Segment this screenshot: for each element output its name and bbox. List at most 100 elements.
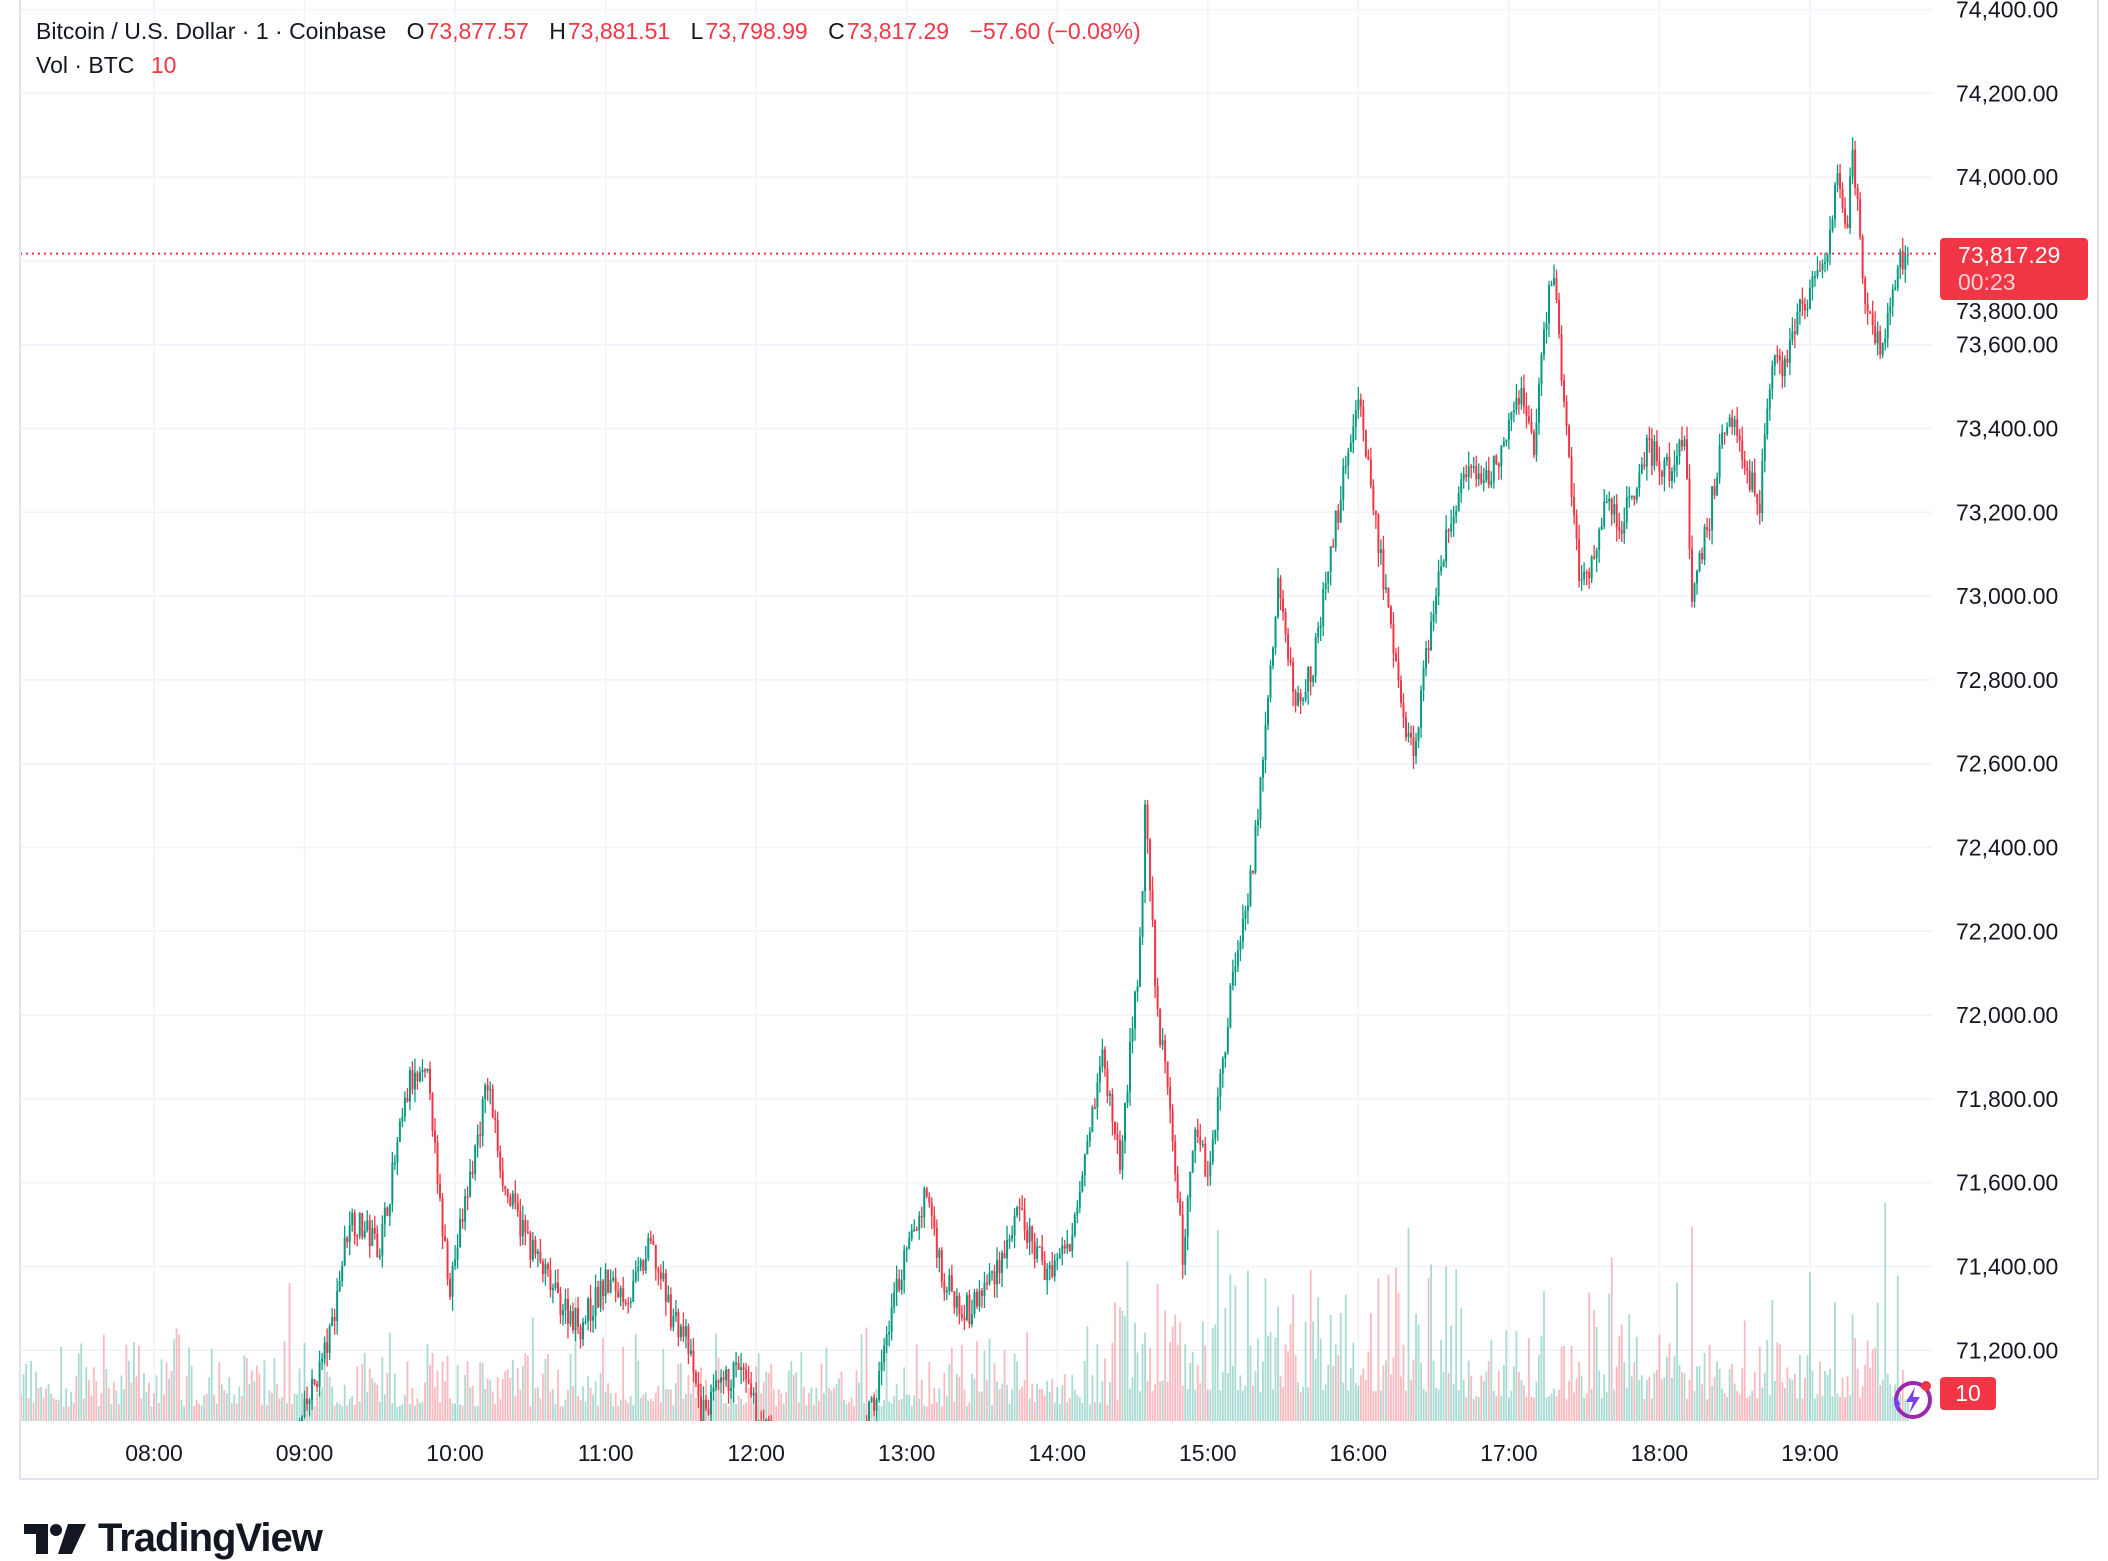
candle-body <box>1881 342 1884 355</box>
volume-bar <box>461 1405 464 1421</box>
candle-body <box>70 1468 72 1476</box>
candle-body <box>983 1282 986 1297</box>
price-tick-label: 72,600.00 <box>1956 751 2058 777</box>
candle-body <box>752 1392 755 1396</box>
candle-body <box>181 1472 183 1476</box>
candle-body <box>464 1196 467 1222</box>
candle-body <box>524 1220 527 1233</box>
volume-bar <box>1357 1385 1360 1421</box>
volume-bar <box>1322 1389 1325 1421</box>
volume-bar <box>1533 1397 1535 1421</box>
symbol-title[interactable]: Bitcoin / U.S. Dollar · 1 · Coinbase <box>36 18 387 44</box>
volume-bar <box>220 1384 223 1421</box>
candle-body <box>363 1230 366 1238</box>
candle-body <box>1563 380 1566 403</box>
candle-body <box>444 1236 447 1242</box>
volume-bar <box>1078 1397 1081 1421</box>
volume-bar <box>240 1396 243 1421</box>
volume-bar <box>732 1390 735 1421</box>
volume-bar <box>401 1403 404 1421</box>
candle-body <box>1387 587 1390 607</box>
volume-bar <box>92 1367 95 1421</box>
candle-body <box>1495 455 1498 465</box>
candle-body <box>1728 417 1731 427</box>
candle-body <box>928 1196 931 1204</box>
volume-bar <box>765 1371 768 1421</box>
volume-bar <box>735 1404 737 1421</box>
volume-bar <box>805 1405 808 1421</box>
candle-body <box>1184 1236 1187 1265</box>
volume-bar <box>687 1375 690 1421</box>
volume-bar <box>915 1344 918 1421</box>
candle-body <box>1139 936 1142 987</box>
candle-body <box>1111 1093 1114 1122</box>
candle-body <box>253 1449 255 1452</box>
volume-bar <box>1595 1327 1598 1421</box>
volume-bar <box>1703 1353 1706 1421</box>
candle-body <box>617 1291 620 1298</box>
lightning-alert-icon[interactable] <box>1886 1376 1934 1424</box>
candle-body <box>529 1232 532 1260</box>
volume-bar <box>1806 1355 1809 1421</box>
volume-bar <box>775 1405 778 1421</box>
candle-body <box>1620 530 1623 534</box>
candle-body <box>1801 299 1804 304</box>
candle-body <box>233 1449 235 1458</box>
volume-bar <box>286 1403 288 1421</box>
volume-bar <box>411 1387 414 1421</box>
volume-bar <box>627 1402 630 1421</box>
volume-bar <box>567 1390 569 1421</box>
volume-bar <box>1510 1390 1513 1421</box>
candle-body <box>341 1265 344 1281</box>
volume-bar <box>260 1404 263 1421</box>
candle-body <box>614 1277 617 1292</box>
candle-body <box>1851 149 1854 177</box>
volume-bar <box>180 1399 183 1421</box>
candle-body <box>1394 653 1397 662</box>
candle-body <box>1507 419 1510 440</box>
tradingview-logo[interactable]: TradingView <box>24 1516 323 1561</box>
volume-bar <box>1231 1365 1234 1421</box>
time-axis[interactable]: 08:00 09:00 10:00 11:00 12:00 13:00 14:00 15:00… <box>125 1440 1839 1466</box>
volume-bar <box>1801 1398 1804 1421</box>
time-tick-label: 19:00 <box>1781 1440 1839 1466</box>
candle-body <box>1302 699 1305 702</box>
candle-body <box>1791 331 1794 341</box>
volume-bar <box>782 1403 785 1421</box>
candle-body <box>1108 1093 1111 1096</box>
volume-label[interactable]: Vol · BTC <box>36 52 135 78</box>
volume-bar <box>321 1387 324 1421</box>
volume-bar <box>993 1363 996 1421</box>
candles <box>70 137 1909 1476</box>
volume-bar <box>298 1368 301 1421</box>
candle-body <box>1289 659 1292 663</box>
volume-bar <box>343 1384 346 1421</box>
price-axis[interactable]: 74,400.0074,200.0074,000.0073,800.0073,6… <box>1956 0 2058 1363</box>
volume-bar <box>203 1395 206 1421</box>
volume-bar <box>62 1406 65 1421</box>
volume-bar <box>1234 1285 1237 1421</box>
candle-body <box>531 1239 534 1260</box>
volume-bar <box>552 1389 554 1421</box>
candle-body <box>1818 270 1821 272</box>
volume-bar <box>848 1401 850 1421</box>
candle-body <box>1585 571 1588 574</box>
candle-body <box>808 1447 810 1464</box>
candle-body <box>709 1391 712 1415</box>
candle-body <box>1615 504 1618 528</box>
candle-body <box>1808 287 1811 309</box>
volume-bar <box>559 1406 562 1421</box>
candle-body <box>516 1203 519 1212</box>
volume-bar <box>471 1385 474 1421</box>
volume-bar <box>145 1391 148 1421</box>
candle-body <box>727 1369 730 1392</box>
candle-body <box>637 1266 640 1272</box>
candle-body <box>763 1423 765 1437</box>
volume-bar <box>1395 1267 1397 1421</box>
volume-bar <box>1881 1380 1884 1421</box>
volume-bar <box>1610 1257 1613 1421</box>
candle-body <box>1856 187 1859 199</box>
candle-body <box>1701 552 1704 560</box>
candle-body <box>331 1316 334 1327</box>
